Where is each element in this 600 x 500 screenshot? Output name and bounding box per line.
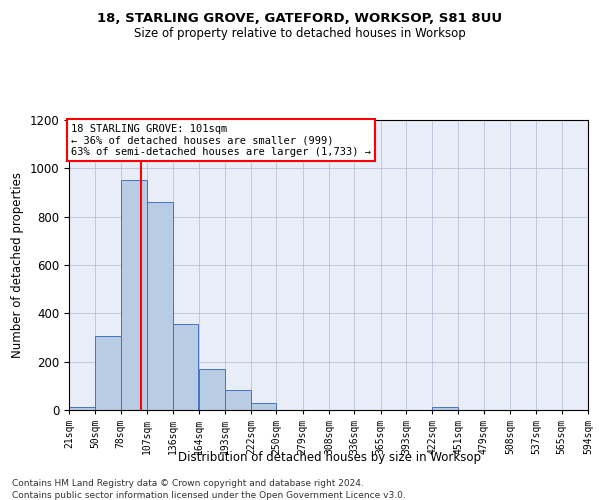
Bar bbox=[199, 369, 224, 410]
Y-axis label: Number of detached properties: Number of detached properties bbox=[11, 172, 24, 358]
Bar bbox=[433, 407, 458, 410]
Bar bbox=[95, 336, 121, 410]
Bar bbox=[225, 390, 251, 410]
Text: 18, STARLING GROVE, GATEFORD, WORKSOP, S81 8UU: 18, STARLING GROVE, GATEFORD, WORKSOP, S… bbox=[97, 12, 503, 26]
Text: Contains HM Land Registry data © Crown copyright and database right 2024.: Contains HM Land Registry data © Crown c… bbox=[12, 479, 364, 488]
Bar bbox=[251, 403, 276, 410]
Text: 18 STARLING GROVE: 101sqm
← 36% of detached houses are smaller (999)
63% of semi: 18 STARLING GROVE: 101sqm ← 36% of detac… bbox=[71, 124, 371, 157]
Text: Contains public sector information licensed under the Open Government Licence v3: Contains public sector information licen… bbox=[12, 491, 406, 500]
Text: Distribution of detached houses by size in Worksop: Distribution of detached houses by size … bbox=[179, 451, 482, 464]
Bar bbox=[173, 324, 199, 410]
Text: Size of property relative to detached houses in Worksop: Size of property relative to detached ho… bbox=[134, 28, 466, 40]
Bar bbox=[69, 407, 95, 410]
Bar bbox=[121, 180, 147, 410]
Bar bbox=[147, 202, 173, 410]
